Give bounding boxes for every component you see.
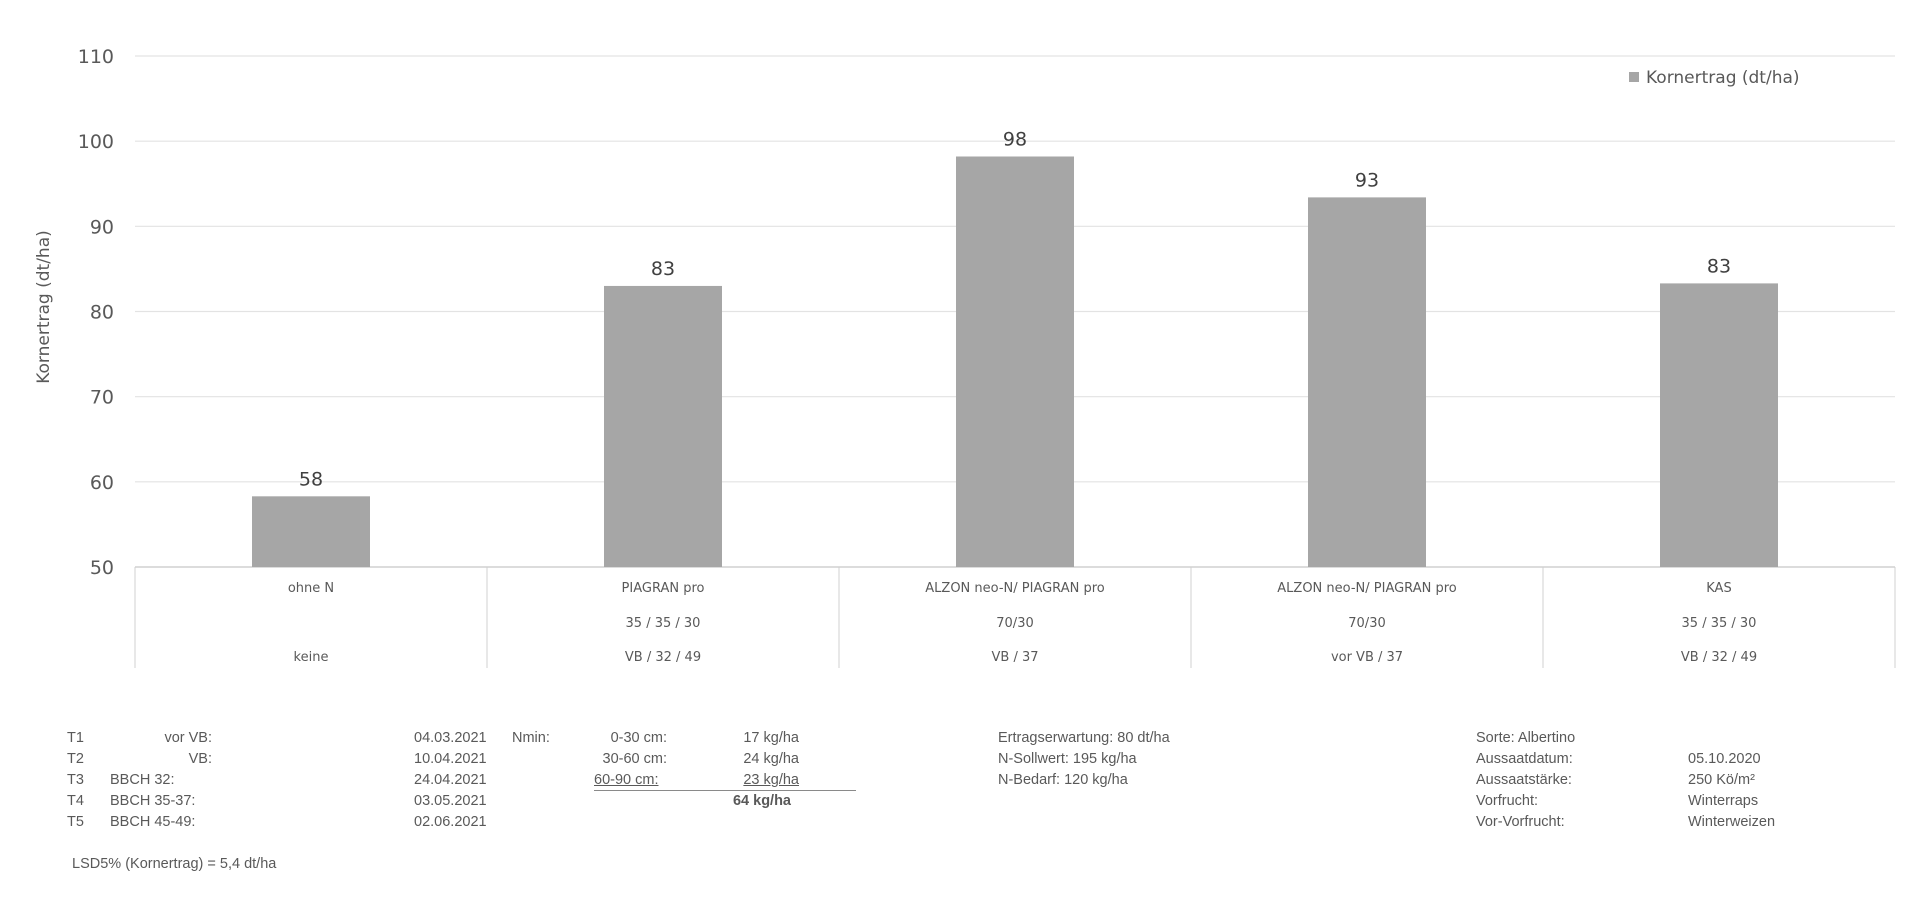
nmin-depth: 0-30 cm: (610, 730, 667, 746)
category-name: KAS (1706, 581, 1731, 596)
nmin-depth: 30-60 cm: (602, 751, 667, 767)
category-timing: VB / 32 / 49 (625, 650, 701, 665)
y-tick-label: 50 (90, 557, 114, 579)
timing-id: T4 (67, 793, 84, 809)
crop-value: 05.10.2020 (1688, 751, 1761, 767)
data-label: 83 (1707, 255, 1731, 277)
data-label: 93 (1355, 169, 1379, 191)
category-split: 35 / 35 / 30 (626, 616, 701, 631)
category-table: ohne N keine PIAGRAN pro 35 / 35 / 30 VB / 3… (134, 567, 1896, 668)
category-timing: keine (294, 650, 329, 665)
category-name: PIAGRAN pro (622, 581, 705, 596)
crop-value: 250 Kö/m² (1688, 772, 1755, 788)
category-name: ALZON neo-N/ PIAGRAN pro (925, 581, 1104, 596)
timing-id: T1 (67, 730, 84, 746)
bar (1660, 283, 1778, 567)
timing-id: T2 (67, 751, 84, 767)
y-axis-label: Kornertrag (dt/ha) (34, 230, 54, 384)
y-tick-label: 90 (90, 216, 114, 238)
category-name: ALZON neo-N/ PIAGRAN pro (1277, 581, 1456, 596)
bar (604, 285, 722, 567)
crop-value: Winterweizen (1688, 814, 1776, 830)
expectation-line: Ertragserwartung: 80 dt/ha (998, 730, 1170, 746)
category-name: ohne N (288, 581, 334, 596)
timing-id: T3 (67, 772, 84, 788)
data-label: 83 (651, 258, 675, 280)
timing-date: 10.04.2021 (414, 751, 487, 767)
timing-date: 24.04.2021 (414, 772, 487, 788)
expectation-line: N-Sollwert: 195 kg/ha (998, 751, 1137, 767)
legend-label: Kornertrag (dt/ha) (1646, 68, 1800, 88)
category-split: 70/30 (1348, 616, 1385, 631)
timing-stage: BBCH 35-37: (110, 793, 196, 809)
nmin-value: 24 kg/ha (743, 751, 799, 767)
bar (956, 156, 1074, 567)
y-tick-label: 60 (90, 472, 114, 494)
category-timing: VB / 37 (992, 650, 1039, 665)
timing-date: 04.03.2021 (414, 730, 487, 746)
timing-id: T5 (67, 814, 84, 830)
legend-swatch (1629, 72, 1639, 82)
nmin-label: Nmin: (512, 730, 550, 746)
category-timing: vor VB / 37 (1331, 650, 1403, 665)
data-label: 58 (299, 468, 323, 490)
bars (252, 156, 1778, 568)
crop-label: Vor-Vorfrucht: (1476, 814, 1565, 830)
nmin-total: 64 kg/ha (732, 793, 791, 809)
crop-label: Aussaatstärke: (1476, 772, 1572, 788)
timing-date: 02.06.2021 (414, 814, 487, 830)
nmin-depth: 60-90 cm: (594, 772, 659, 788)
category-split: 35 / 35 / 30 (1682, 616, 1757, 631)
y-tick-label: 70 (90, 387, 114, 409)
crop-value: Winterraps (1688, 793, 1759, 809)
category-split: 70/30 (996, 616, 1033, 631)
timing-stage: VB: (188, 751, 212, 767)
sum-divider (594, 790, 856, 791)
timing-stage: BBCH 32: (110, 772, 175, 788)
data-label: 98 (1003, 128, 1027, 150)
timing-stage: vor VB: (164, 730, 212, 746)
nmin-value: 23 kg/ha (743, 772, 799, 788)
crop-label: Sorte: Albertino (1476, 730, 1576, 746)
lsd-note: LSD5% (Kornertrag) = 5,4 dt/ha (72, 856, 277, 872)
nmin-value: 17 kg/ha (743, 730, 799, 746)
bar (252, 496, 370, 567)
timing-stage: BBCH 45-49: (110, 814, 196, 830)
bar (1308, 197, 1426, 568)
y-tick-label: 100 (78, 131, 114, 153)
crop-label: Aussaatdatum: (1476, 751, 1573, 767)
expectation-line: N-Bedarf: 120 kg/ha (998, 772, 1128, 788)
data-labels: 58 83 98 93 83 (299, 128, 1731, 490)
crop-label: Vorfrucht: (1476, 793, 1539, 809)
y-tick-label: 80 (90, 302, 114, 324)
timing-date: 03.05.2021 (414, 793, 487, 809)
y-axis-ticks: 50 60 70 80 90 100 110 (78, 46, 114, 579)
legend: Kornertrag (dt/ha) (1629, 68, 1800, 88)
category-timing: VB / 32 / 49 (1681, 650, 1757, 665)
y-tick-label: 110 (78, 46, 114, 68)
